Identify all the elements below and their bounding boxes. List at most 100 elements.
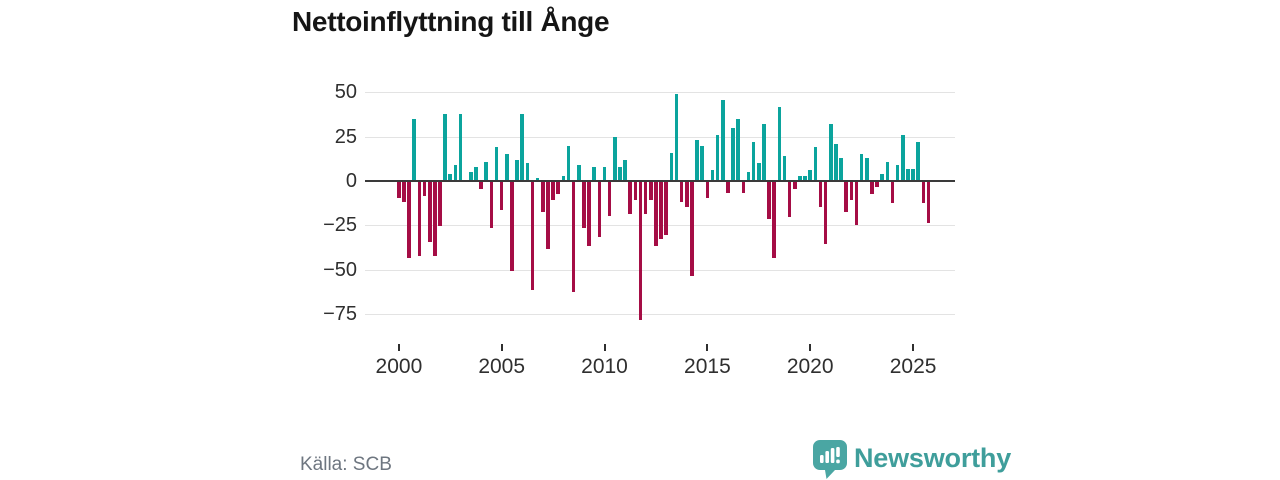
bar-2022-q3 (859, 154, 864, 181)
bar-2020-q2 (813, 147, 818, 181)
bar-2024-q3 (900, 134, 905, 181)
bar-2022-q1 (849, 182, 854, 200)
bar-2013-q1 (664, 182, 669, 236)
gridline-50 (365, 92, 955, 94)
bar-2023-q4 (885, 161, 890, 181)
bar-2004-q1 (479, 182, 483, 190)
bar-2000-q3 (407, 182, 411, 259)
bar-2018-q2 (772, 182, 777, 259)
bar-2006-q3 (530, 182, 535, 291)
x-tick-label-2025: 2025 (889, 355, 937, 378)
bar-2002-q4 (453, 165, 458, 181)
bar-2012-q2 (649, 182, 653, 200)
bar-2020-q4 (823, 182, 828, 244)
x-tick-label-2020: 2020 (786, 355, 834, 378)
bar-2011-q2 (628, 182, 633, 214)
bar-2015-q2 (710, 170, 715, 181)
bar-2016-q3 (736, 119, 741, 181)
bar-2014-q2 (690, 182, 694, 276)
bar-2020-q1 (808, 170, 813, 181)
bar-2009-q4 (597, 182, 602, 237)
bar-2022-q2 (854, 182, 859, 225)
bar-2010-q3 (613, 136, 617, 181)
x-tick-mark-2010 (603, 344, 606, 351)
bar-2001-q3 (427, 182, 432, 243)
bar-2025-q1 (911, 168, 915, 181)
bar-2015-q1 (705, 182, 710, 198)
y-tick-label: −25 (323, 214, 357, 237)
source-note: Källa: SCB (300, 454, 392, 475)
bar-2000-q4 (412, 119, 417, 181)
bar-2006-q1 (520, 113, 525, 181)
bar-2009-q1 (582, 182, 586, 229)
bar-2011-q3 (633, 182, 638, 200)
x-tick-mark-2020 (809, 344, 812, 351)
gridline-25 (365, 136, 955, 138)
y-tick-label: −50 (323, 258, 357, 281)
bar-2003-q1 (458, 113, 463, 181)
chart-title: Nettoinflyttning till Ånge (292, 6, 610, 37)
x-tick-mark-2000 (397, 344, 400, 351)
y-tick-label: −75 (323, 302, 357, 325)
bar-2009-q2 (587, 182, 591, 246)
bar-2007-q4 (556, 182, 561, 195)
bar-2004-q4 (494, 147, 499, 181)
bar-2023-q1 (870, 182, 874, 195)
bar-2017-q2 (751, 142, 756, 181)
bar-2013-q3 (674, 94, 679, 181)
bar-2025-q2 (916, 142, 920, 181)
brand-logo: Newsworthy (813, 440, 1011, 479)
bar-2013-q4 (679, 182, 684, 202)
bar-2024-q4 (906, 168, 910, 181)
bar-2002-q2 (443, 113, 447, 181)
bar-2024-q1 (890, 182, 895, 204)
bar-2019-q3 (798, 175, 802, 181)
bar-2017-q3 (756, 163, 761, 181)
y-tick-label: 0 (345, 170, 357, 192)
bar-2005-q2 (505, 154, 509, 181)
x-tick-label-2000: 2000 (375, 355, 423, 378)
bar-2021-q2 (834, 143, 838, 181)
bar-2002-q1 (438, 182, 442, 227)
bar-2023-q2 (875, 182, 879, 188)
bar-2001-q2 (422, 182, 427, 197)
bar-2019-q2 (792, 182, 797, 190)
bar-2011-q1 (623, 159, 627, 181)
brand-name: Newsworthy (854, 443, 1012, 473)
bar-2019-q4 (803, 175, 807, 181)
bar-2002-q3 (448, 173, 453, 181)
bar-2010-q1 (602, 166, 607, 181)
bar-2014-q1 (685, 182, 689, 207)
x-tick-mark-2025 (912, 344, 915, 351)
bar-2021-q3 (839, 158, 843, 181)
bar-2003-q3 (469, 172, 473, 181)
bar-2012-q4 (659, 182, 663, 239)
bar-2006-q4 (535, 177, 540, 181)
bar-2020-q3 (818, 182, 823, 207)
bar-2015-q4 (720, 99, 725, 181)
bar-2006-q2 (525, 163, 530, 181)
gridline--75 (365, 313, 955, 315)
y-tick-label: 25 (334, 125, 357, 148)
bar-2008-q1 (561, 175, 566, 181)
bar-2018-q1 (767, 182, 771, 220)
bar-2021-q4 (844, 182, 849, 213)
bar-2017-q1 (746, 172, 751, 181)
bar-2008-q2 (566, 145, 571, 181)
bar-2003-q4 (474, 166, 478, 181)
bar-2008-q4 (577, 165, 581, 181)
bar-2025-q4 (926, 182, 931, 223)
bar-2025-q3 (921, 182, 926, 204)
bar-2005-q3 (510, 182, 514, 271)
bar-2016-q2 (731, 127, 735, 181)
x-tick-mark-2005 (500, 344, 503, 351)
bar-2000-q1 (397, 182, 401, 198)
gridline--50 (365, 269, 955, 271)
x-tick-label-2005: 2005 (478, 355, 526, 378)
bar-2015-q3 (715, 134, 720, 181)
bar-2018-q4 (782, 156, 787, 181)
bar-2005-q4 (515, 159, 519, 181)
x-tick-mark-2015 (706, 344, 709, 351)
bar-2018-q3 (777, 106, 782, 181)
bar-2012-q3 (654, 182, 658, 246)
